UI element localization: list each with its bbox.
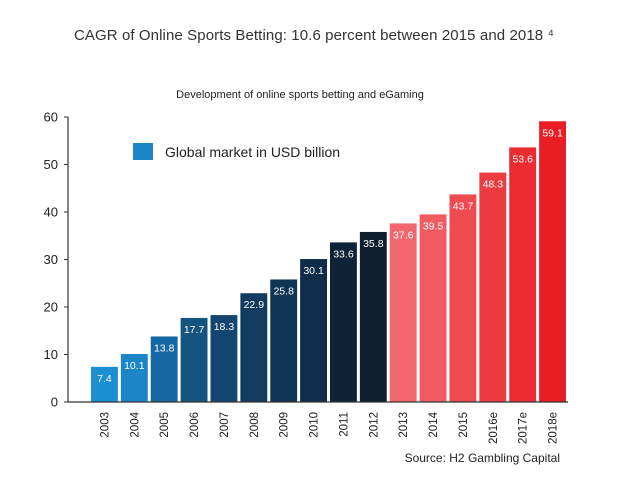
bar-value-label: 22.9 [244, 299, 265, 311]
legend-label: Global market in USD billion [165, 144, 340, 160]
y-tick-label: 20 [44, 300, 58, 315]
bar-value-label: 37.6 [393, 229, 414, 241]
y-tick-label: 0 [51, 395, 58, 410]
bar-value-label: 48.3 [483, 179, 504, 191]
x-tick-label: 2010 [309, 412, 321, 438]
bar [240, 293, 268, 402]
bar [180, 317, 208, 402]
x-tick-label: 2004 [129, 411, 141, 437]
bar-value-label: 33.6 [333, 248, 354, 260]
x-tick-label: 2013 [398, 412, 410, 438]
bar [120, 354, 148, 402]
bar [359, 231, 387, 402]
bar-value-label: 35.8 [363, 238, 384, 250]
bar [509, 147, 537, 402]
bar [419, 214, 447, 402]
bars-group: 7.4 10.1 13.8 17.7 18.3 22.9 25.8 30.1 33.6 35.8 3… [91, 121, 566, 403]
y-tick-label: 40 [44, 205, 58, 220]
bar-value-label: 18.3 [214, 321, 235, 333]
x-tick-label: 2007 [219, 412, 231, 438]
bar [389, 223, 417, 402]
bar [479, 172, 507, 402]
x-tick-label: 2005 [159, 412, 171, 438]
chart-title: Development of online sports betting and… [176, 89, 424, 101]
bar-value-label: 43.7 [453, 200, 474, 212]
bar [300, 259, 327, 402]
x-tick-label: 2011 [338, 412, 350, 437]
y-axis: 0 10 20 30 40 50 60 [44, 110, 69, 410]
x-tick-label: 2015 [458, 412, 470, 438]
x-tick-label: 2014 [428, 411, 440, 437]
bar [270, 279, 298, 402]
x-tick-label: 2012 [368, 412, 380, 438]
bar-value-label: 10.1 [124, 360, 145, 372]
y-tick-label: 30 [44, 252, 58, 267]
bar-value-label: 59.1 [542, 127, 563, 139]
bar [91, 366, 118, 402]
x-tick-label: 2017e [518, 412, 530, 444]
y-tick-label: 50 [44, 157, 58, 172]
bar [330, 242, 357, 402]
bar-value-label: 30.1 [303, 265, 324, 277]
x-tick-label: 2018e [548, 412, 560, 444]
x-tick-label: 2006 [189, 412, 201, 438]
bar [150, 336, 178, 402]
bar-value-label: 39.5 [423, 220, 444, 232]
bar-value-label: 7.4 [97, 373, 112, 385]
source-note: Source: H2 Gambling Capital [405, 451, 560, 465]
bar-value-label: 13.8 [154, 342, 175, 354]
y-tick-label: 60 [44, 110, 58, 125]
legend-swatch [133, 143, 153, 160]
y-tick-label: 10 [44, 347, 58, 362]
page-title: CAGR of Online Sports Betting: 10.6 perc… [73, 27, 555, 44]
bar-value-label: 17.7 [184, 324, 205, 336]
x-tick-label: 2003 [99, 412, 111, 438]
bar-value-label: 25.8 [273, 285, 294, 297]
bar [539, 121, 566, 403]
bar-value-label: 53.6 [512, 153, 533, 165]
x-axis: 2003 2004 2005 2006 2007 2008 2009 2010 2011 2012… [68, 401, 568, 444]
x-tick-label: 2009 [279, 412, 291, 438]
x-tick-label: 2008 [249, 412, 261, 438]
bar [210, 315, 238, 402]
x-tick-label: 2016e [488, 412, 500, 444]
bar [449, 194, 477, 402]
